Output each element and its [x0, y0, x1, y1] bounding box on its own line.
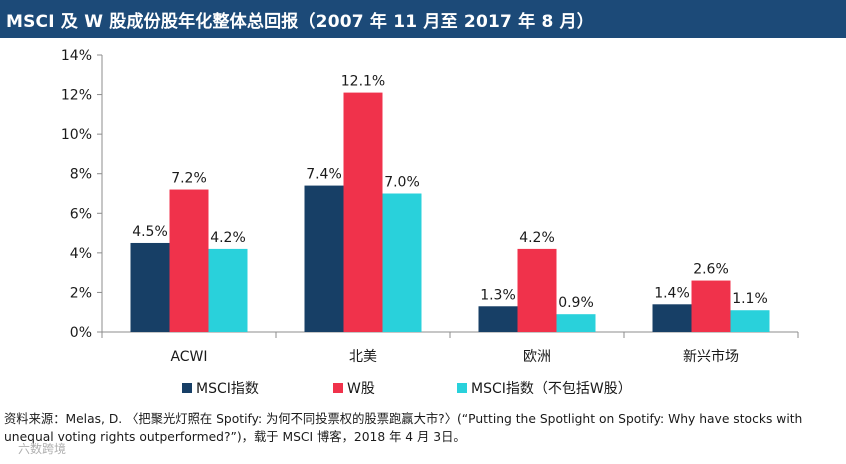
bar — [556, 314, 596, 332]
y-tick-label: 14% — [61, 48, 92, 64]
data-label: 4.2% — [210, 230, 246, 246]
bar — [691, 280, 731, 332]
bar — [382, 193, 422, 332]
bar-chart: 0% 2% 4% 6% 8% 10% 12% 14% 4.5% 7.2% 4.2% ACWI 7.4% 1… — [61, 48, 799, 397]
data-label: 4.5% — [132, 224, 168, 240]
y-tick-label: 8% — [70, 167, 92, 183]
data-label: 7.4% — [306, 167, 342, 183]
y-tick-label: 0% — [70, 325, 92, 341]
bar — [343, 92, 383, 332]
category-label: ACWI — [170, 349, 207, 365]
watermark-text: 六数跨境 — [18, 442, 67, 456]
chart-title-bar: MSCI 及 W 股成份股年化整体总回报（2007 年 11 月至 2017 年… — [0, 0, 846, 38]
y-tick-label: 10% — [61, 127, 92, 143]
data-label: 1.4% — [654, 285, 690, 301]
bar — [130, 242, 170, 332]
data-label: 1.3% — [480, 287, 516, 303]
bar — [478, 306, 518, 332]
y-tick-label: 6% — [70, 206, 92, 222]
y-tick-label: 12% — [61, 88, 92, 104]
data-label: 4.2% — [519, 230, 555, 246]
data-label: 1.1% — [732, 291, 768, 307]
bar — [652, 304, 692, 332]
bar — [730, 310, 770, 332]
data-label: 12.1% — [341, 74, 385, 90]
legend-label: W股 — [347, 381, 375, 397]
bar — [208, 248, 248, 332]
bar — [169, 189, 209, 332]
category-label: 新兴市场 — [683, 348, 739, 365]
data-label: 2.6% — [693, 262, 729, 278]
legend-label: MSCI指数 — [196, 381, 259, 397]
chart-title: MSCI 及 W 股成份股年化整体总回报（2007 年 11 月至 2017 年… — [6, 11, 595, 32]
source-note: 资料来源：Melas, D. 〈把聚光灯照在 Spotify: 为何不同投票权的… — [4, 412, 803, 444]
legend-swatch — [457, 383, 467, 393]
y-tick-label: 4% — [70, 246, 92, 262]
bar — [517, 248, 557, 332]
data-label: 7.0% — [384, 175, 420, 191]
data-label: 7.2% — [171, 171, 207, 187]
bar — [304, 185, 344, 332]
legend-label: MSCI指数（不包括W股） — [471, 381, 632, 397]
category-label: 欧洲 — [523, 349, 551, 365]
category-label: 北美 — [349, 349, 377, 365]
legend-swatch — [182, 383, 192, 393]
legend-swatch — [333, 383, 343, 393]
data-label: 0.9% — [558, 295, 594, 311]
y-tick-label: 2% — [70, 285, 92, 301]
